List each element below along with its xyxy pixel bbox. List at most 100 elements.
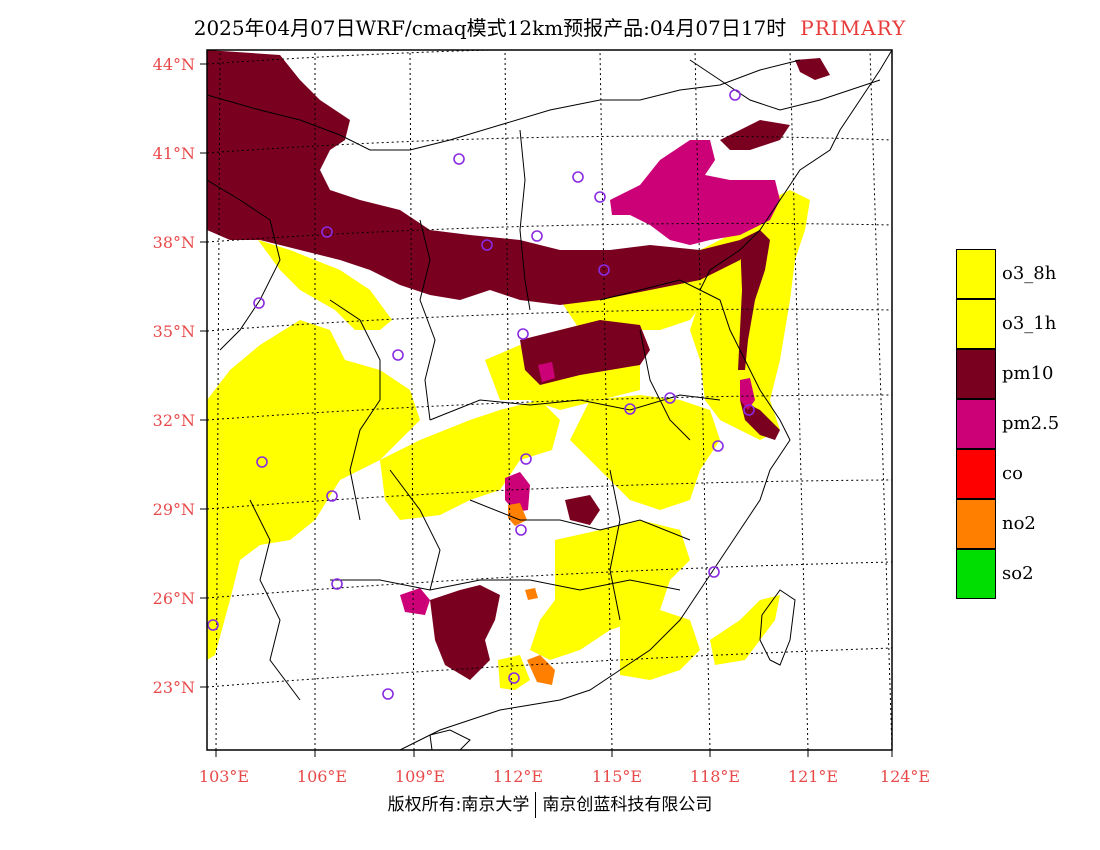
lat-label: 29°N	[153, 500, 195, 519]
boundary-yunnan-guizhou	[249, 499, 301, 701]
boundary-gansu-qinghai	[207, 179, 281, 351]
legend-swatch	[956, 349, 996, 399]
station-marker	[256, 456, 268, 468]
copyright-company: 南京创蓝科技有限公司	[542, 795, 713, 815]
pm10-region-guangxi	[430, 585, 500, 680]
station-marker	[515, 524, 527, 536]
boundary-henan-hubei	[429, 394, 721, 421]
province-boundaries	[207, 50, 892, 750]
station-marker	[743, 404, 755, 416]
lat-label: 41°N	[153, 144, 195, 163]
lon-label: 121°E	[788, 767, 838, 786]
o3-region-taiwan-strait	[710, 595, 780, 665]
lon-label: 103°E	[199, 767, 249, 786]
pm10-region-jiangxi	[565, 495, 600, 525]
pm25-region-beijing-tianjin	[610, 140, 780, 245]
boundary-anhui-jiangsu	[639, 329, 691, 441]
station-marker	[453, 153, 465, 165]
station-marker	[572, 171, 584, 183]
legend-label: o3_1h	[1002, 313, 1057, 334]
title-text: 2025年04月07日WRF/cmaq模式12km预报产品:04月07日17时	[193, 16, 787, 40]
o3-region-jiangxi	[530, 520, 690, 660]
legend-label: so2	[1002, 563, 1034, 584]
pm25-region-henan-spot	[538, 362, 555, 382]
station-marker	[729, 89, 741, 101]
legend-label: co	[1002, 463, 1023, 484]
pm10-region-northeast-coast	[795, 58, 830, 80]
station-marker	[331, 578, 343, 590]
lat-label: 38°N	[153, 233, 195, 252]
boundary-guangdong-guangxi	[330, 579, 681, 591]
boundary-shandong	[599, 279, 701, 301]
pm10-region-yangtze-delta	[740, 400, 780, 440]
pm10-region-liaoning	[720, 120, 790, 150]
station-marker	[708, 566, 720, 578]
station-marker	[207, 619, 219, 631]
primary-tag: PRIMARY	[800, 16, 907, 40]
pm25-region-layer	[400, 140, 780, 615]
copyright-owner: 版权所有:南京大学	[387, 795, 530, 815]
map-title: 2025年04月07日WRF/cmaq模式12km预报产品:04月07日17时 P…	[0, 12, 1100, 41]
legend-label: no2	[1002, 513, 1036, 534]
pm10-region-coast-strip	[738, 230, 770, 370]
lon-label: 112°E	[493, 767, 543, 786]
o3-region-sichuan	[207, 320, 420, 660]
hainan-outline	[429, 729, 471, 750]
footer-divider	[535, 792, 537, 818]
no2-region-layer	[508, 503, 555, 685]
station-marker	[382, 688, 394, 700]
legend-swatch	[956, 549, 996, 599]
legend-swatch	[956, 299, 996, 349]
legend-swatch	[956, 399, 996, 449]
lat-label: 44°N	[153, 55, 195, 74]
pm25-region-shanghai	[740, 378, 755, 410]
station-marker	[321, 226, 333, 238]
map-area	[207, 50, 892, 750]
pm25-region-hunan	[505, 472, 530, 512]
station-marker	[664, 392, 676, 404]
boundary-hunan-jiangxi	[469, 499, 691, 541]
station-marker	[712, 440, 724, 452]
station-marker	[598, 264, 610, 276]
station-markers	[207, 89, 755, 700]
legend-label: o3_8h	[1002, 263, 1057, 284]
lat-label: 32°N	[153, 411, 195, 430]
o3-region-anhui-zhejiang	[570, 395, 720, 510]
pm10-region-inner-mongolia	[207, 50, 760, 305]
boundary-inner-mongolia	[207, 59, 801, 151]
lon-label: 106°E	[297, 767, 347, 786]
lon-label: 115°E	[592, 767, 642, 786]
taiwan-outline	[759, 589, 796, 666]
map-frame	[206, 49, 893, 751]
station-marker	[624, 403, 636, 415]
o3-region-guangdong	[620, 610, 700, 680]
lon-label: 124°E	[880, 767, 930, 786]
no2-region-guangxi-north	[525, 588, 538, 600]
legend-swatch	[956, 249, 996, 299]
axis-ticks	[200, 63, 893, 757]
lat-label: 35°N	[153, 322, 195, 341]
pm25-region-guangxi-west	[400, 588, 430, 615]
legend-label: pm10	[1002, 363, 1054, 384]
lat-labels: 44°N 41°N 38°N 35°N 32°N 29°N 26°N 23°N	[153, 55, 195, 697]
legend-swatch	[956, 449, 996, 499]
lon-labels: 103°E 106°E 109°E 112°E 115°E 118°E 121°…	[199, 767, 930, 786]
legend-label: pm2.5	[1002, 413, 1060, 434]
boundary-jiangxi-fujian	[609, 469, 621, 621]
boundary-northeast	[689, 59, 881, 111]
boundary-shaanxi	[419, 219, 436, 421]
station-marker	[508, 672, 520, 684]
lon-label: 118°E	[690, 767, 740, 786]
station-marker	[594, 191, 606, 203]
copyright-footer: 版权所有:南京大学 南京创蓝科技有限公司	[0, 790, 1100, 818]
graticule	[207, 50, 892, 750]
o3-region-hubei	[380, 400, 560, 520]
station-marker	[481, 239, 493, 251]
station-marker	[392, 349, 404, 361]
station-marker	[520, 453, 532, 465]
legend-swatch	[956, 499, 996, 549]
lat-label: 23°N	[153, 678, 195, 697]
station-marker	[326, 490, 338, 502]
no2-region-guangdong	[527, 655, 555, 685]
